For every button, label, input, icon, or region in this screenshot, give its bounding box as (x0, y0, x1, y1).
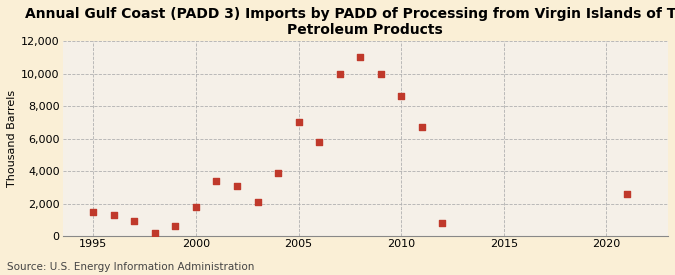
Point (211, 178, 222, 183)
Point (232, 183, 242, 188)
Point (273, 170, 284, 175)
Point (190, 205, 201, 209)
Point (170, 224, 181, 229)
Text: Source: U.S. Energy Information Administration: Source: U.S. Energy Information Administ… (7, 262, 254, 272)
Title: Annual Gulf Coast (PADD 3) Imports by PADD of Processing from Virgin Islands of : Annual Gulf Coast (PADD 3) Imports by PA… (26, 7, 675, 37)
Point (293, 120, 304, 125)
Point (252, 200, 263, 204)
Point (109, 213, 119, 217)
Point (416, 125, 427, 129)
Point (129, 219, 140, 224)
Point (355, 55, 366, 59)
Point (396, 94, 406, 98)
Y-axis label: Thousand Barrels: Thousand Barrels (7, 90, 17, 187)
Point (375, 72, 386, 76)
Point (622, 192, 632, 196)
Point (149, 230, 160, 235)
Point (314, 140, 325, 144)
Point (334, 72, 345, 76)
Point (437, 221, 448, 225)
Point (88, 210, 99, 214)
